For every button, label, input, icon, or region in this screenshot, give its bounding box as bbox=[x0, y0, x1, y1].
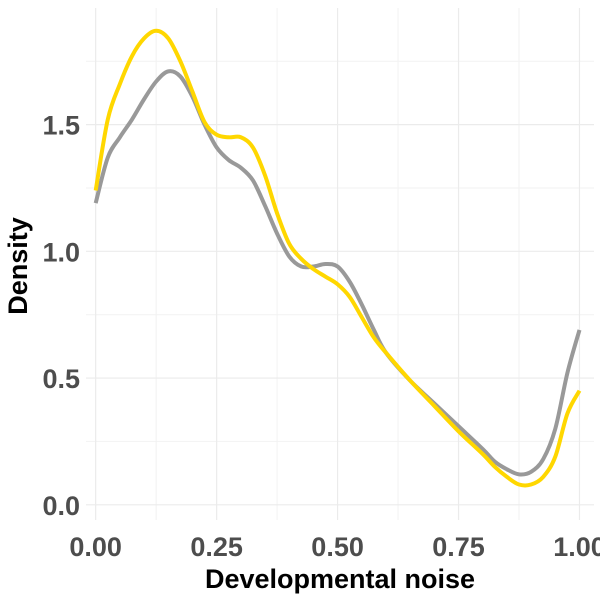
minor-gridlines bbox=[86, 8, 594, 520]
y-tick-label: 1.5 bbox=[42, 111, 80, 141]
x-tick-label: 0.00 bbox=[69, 532, 122, 562]
y-tick-label: 0.0 bbox=[42, 491, 80, 521]
x-tick-label: 0.50 bbox=[311, 532, 364, 562]
series-layer bbox=[93, 28, 582, 488]
x-tick-label: 1.00 bbox=[553, 532, 600, 562]
x-tick-label: 0.25 bbox=[190, 532, 243, 562]
y-tick-label: 0.5 bbox=[42, 364, 80, 394]
x-tick-label: 0.75 bbox=[432, 532, 485, 562]
density-line-1 bbox=[93, 69, 582, 477]
y-axis-title: Density bbox=[3, 217, 33, 315]
y-tick-label: 1.0 bbox=[42, 237, 80, 267]
x-axis-tick-labels: 0.00 0.25 0.50 0.75 1.00 bbox=[69, 532, 600, 562]
x-axis-title: Developmental noise bbox=[205, 564, 475, 594]
major-gridlines bbox=[86, 8, 594, 520]
density-line-2 bbox=[93, 28, 582, 488]
y-axis-tick-labels: 0.0 0.5 1.0 1.5 bbox=[42, 111, 80, 521]
